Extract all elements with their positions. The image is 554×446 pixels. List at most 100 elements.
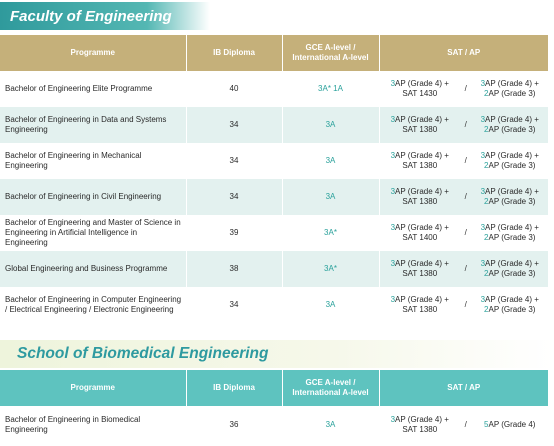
ib-diploma-cell: 34 xyxy=(186,107,283,143)
alevel-cell: 3A xyxy=(282,179,380,215)
ib-diploma-cell: 38 xyxy=(186,251,283,287)
table-header-row: Programme IB Diploma GCE A-level / Inter… xyxy=(0,370,548,406)
ap-count: 3AP (Grade 4) + xyxy=(391,115,449,124)
ap-requirement: 3AP (Grade 4) + xyxy=(477,151,543,161)
ap-count: 3AP (Grade 4) + xyxy=(391,295,449,304)
biomedical-requirements-table: Programme IB Diploma GCE A-level / Inter… xyxy=(0,370,548,444)
ap-count-count: 3 xyxy=(390,115,396,124)
ap-requirement: 3AP (Grade 4) + xyxy=(477,223,543,233)
ap-count-count: 3 xyxy=(480,187,486,196)
ap-count-count: 2 xyxy=(484,233,489,242)
ap-requirement: 3AP (Grade 4) + xyxy=(477,79,543,89)
engineering-title: Faculty of Engineering xyxy=(10,7,172,25)
ap-count-count: 3 xyxy=(390,223,396,232)
ap-count: 2AP (Grade 3) xyxy=(484,305,535,314)
sat-ap-option-1: 3AP (Grade 4) + SAT 1380 xyxy=(385,115,455,135)
alevel-cell: 3A xyxy=(282,406,380,444)
ap-count-text: AP (Grade 3) xyxy=(488,161,536,170)
sat-ap-group: 3AP (Grade 4) + SAT 1380 / 5AP (Grade 4) xyxy=(380,415,549,435)
ap-count-text: AP (Grade 3) xyxy=(488,305,536,314)
ap-count: 3AP (Grade 4) + xyxy=(391,259,449,268)
sat-ap-option-2: 3AP (Grade 4) +2AP (Grade 3) xyxy=(477,151,543,171)
sat-ap-option-1: 3AP (Grade 4) + SAT 1380 xyxy=(385,151,455,171)
header-gce-alevel: GCE A-level / International A-level xyxy=(282,370,380,406)
ap-count-count: 3 xyxy=(390,79,396,88)
ap-count: 3AP (Grade 4) + xyxy=(391,79,449,88)
sat-ap-group: 3AP (Grade 4) + SAT 1380/3AP (Grade 4) +2… xyxy=(380,295,549,315)
ib-diploma-cell: 34 xyxy=(186,143,283,179)
option-separator: / xyxy=(464,156,467,165)
sat-ap-cell: 3AP (Grade 4) + SAT 1380 / 5AP (Grade 4) xyxy=(379,406,548,444)
table-row: Bachelor of Engineering Elite Programme 4… xyxy=(0,71,548,107)
ap-count-count: 3 xyxy=(390,415,396,424)
ap-count-count: 2 xyxy=(484,269,489,278)
ap-count-count: 3 xyxy=(480,79,486,88)
sat-ap-option-2: 3AP (Grade 4) +2AP (Grade 3) xyxy=(477,295,543,315)
ap-count-text: AP (Grade 4) + xyxy=(395,295,449,304)
ap-count-text: AP (Grade 3) xyxy=(488,197,536,206)
sat-ap-option-1: 3AP (Grade 4) + SAT 1380 xyxy=(385,187,455,207)
sat-ap-option-1: 3AP (Grade 4) + SAT 1380 xyxy=(385,259,455,279)
header-gce-line1: GCE A-level / xyxy=(305,378,356,387)
sat-ap-cell: 3AP (Grade 4) + SAT 1380/3AP (Grade 4) +2… xyxy=(379,179,548,215)
ap-count: 2AP (Grade 3) xyxy=(484,269,535,278)
ap-count-count: 3 xyxy=(390,151,396,160)
sat-ap-option-2: 3AP (Grade 4) +2AP (Grade 3) xyxy=(477,259,543,279)
header-ib-diploma: IB Diploma xyxy=(186,35,283,71)
ap-count-count: 3 xyxy=(480,151,486,160)
ap-requirement: 2AP (Grade 3) xyxy=(477,233,543,243)
ap-count-text: AP (Grade 3) xyxy=(488,269,536,278)
ap-count-text: AP (Grade 4) xyxy=(488,420,536,429)
ap-count-count: 3 xyxy=(480,259,486,268)
option-separator: / xyxy=(464,120,467,129)
ap-requirement: 3AP (Grade 4) + xyxy=(385,415,455,425)
sat-ap-option-2: 5AP (Grade 4) xyxy=(477,420,543,430)
header-sat-ap: SAT / AP xyxy=(379,35,548,71)
ap-count-count: 2 xyxy=(484,89,489,98)
alevel-cell: 3A* xyxy=(282,215,380,251)
alevel-cell: 3A xyxy=(282,143,380,179)
ap-requirement: 3AP (Grade 4) + xyxy=(385,187,455,197)
sat-score: SAT 1380 xyxy=(402,161,438,170)
ap-count-count: 3 xyxy=(390,259,396,268)
sat-ap-option-2: 3AP (Grade 4) +2AP (Grade 3) xyxy=(477,79,543,99)
sat-score: SAT 1380 xyxy=(402,269,438,278)
ap-requirement: 3AP (Grade 4) + xyxy=(385,115,455,125)
engineering-banner: Faculty of Engineering xyxy=(0,2,210,30)
ap-count-text: AP (Grade 4) + xyxy=(485,295,539,304)
sat-ap-group: 3AP (Grade 4) + SAT 1380/3AP (Grade 4) +2… xyxy=(380,151,549,171)
sat-ap-option-1: 3AP (Grade 4) + SAT 1430 xyxy=(385,79,455,99)
ap-count-count: 2 xyxy=(484,125,489,134)
ap-count: 3AP (Grade 4) + xyxy=(481,295,539,304)
ap-count: 3AP (Grade 4) + xyxy=(481,79,539,88)
alevel-cell: 3A xyxy=(282,107,380,143)
ap-count-count: 3 xyxy=(480,223,486,232)
ap-count: 3AP (Grade 4) + xyxy=(481,115,539,124)
biomedical-banner: School of Biomedical Engineering xyxy=(0,340,554,368)
sat-ap-option-2: 3AP (Grade 4) +2AP (Grade 3) xyxy=(477,115,543,135)
table-row: Bachelor of Engineering in Biomedical En… xyxy=(0,406,548,444)
ap-count-text: AP (Grade 4) + xyxy=(485,223,539,232)
ap-count-count: 2 xyxy=(484,161,489,170)
sat-ap-option-1: 3AP (Grade 4) + SAT 1380 xyxy=(385,415,455,435)
programme-cell: Bachelor of Engineering and Master of Sc… xyxy=(0,215,187,251)
header-gce-line2: International A-level xyxy=(292,53,369,62)
programme-cell: Bachelor of Engineering Elite Programme xyxy=(0,71,187,107)
ap-count-text: AP (Grade 4) + xyxy=(395,79,449,88)
ap-requirement: 5AP (Grade 4) xyxy=(477,420,543,430)
header-gce-line2: International A-level xyxy=(292,388,369,397)
ap-count-text: AP (Grade 4) + xyxy=(395,259,449,268)
ap-count-text: AP (Grade 3) xyxy=(488,125,536,134)
ap-requirement: 2AP (Grade 3) xyxy=(477,269,543,279)
ap-count: 3AP (Grade 4) + xyxy=(391,415,449,424)
ap-count-text: AP (Grade 4) + xyxy=(485,151,539,160)
ap-count: 2AP (Grade 3) xyxy=(484,197,535,206)
programme-cell: Global Engineering and Business Programm… xyxy=(0,251,187,287)
programme-cell: Bachelor of Engineering in Biomedical En… xyxy=(0,406,187,444)
ap-requirement: 2AP (Grade 3) xyxy=(477,161,543,171)
ap-count: 3AP (Grade 4) + xyxy=(481,151,539,160)
ap-requirement: 2AP (Grade 3) xyxy=(477,125,543,135)
ap-count-count: 3 xyxy=(390,187,396,196)
ib-diploma-cell: 34 xyxy=(186,179,283,215)
sat-ap-option-2: 3AP (Grade 4) +2AP (Grade 3) xyxy=(477,223,543,243)
